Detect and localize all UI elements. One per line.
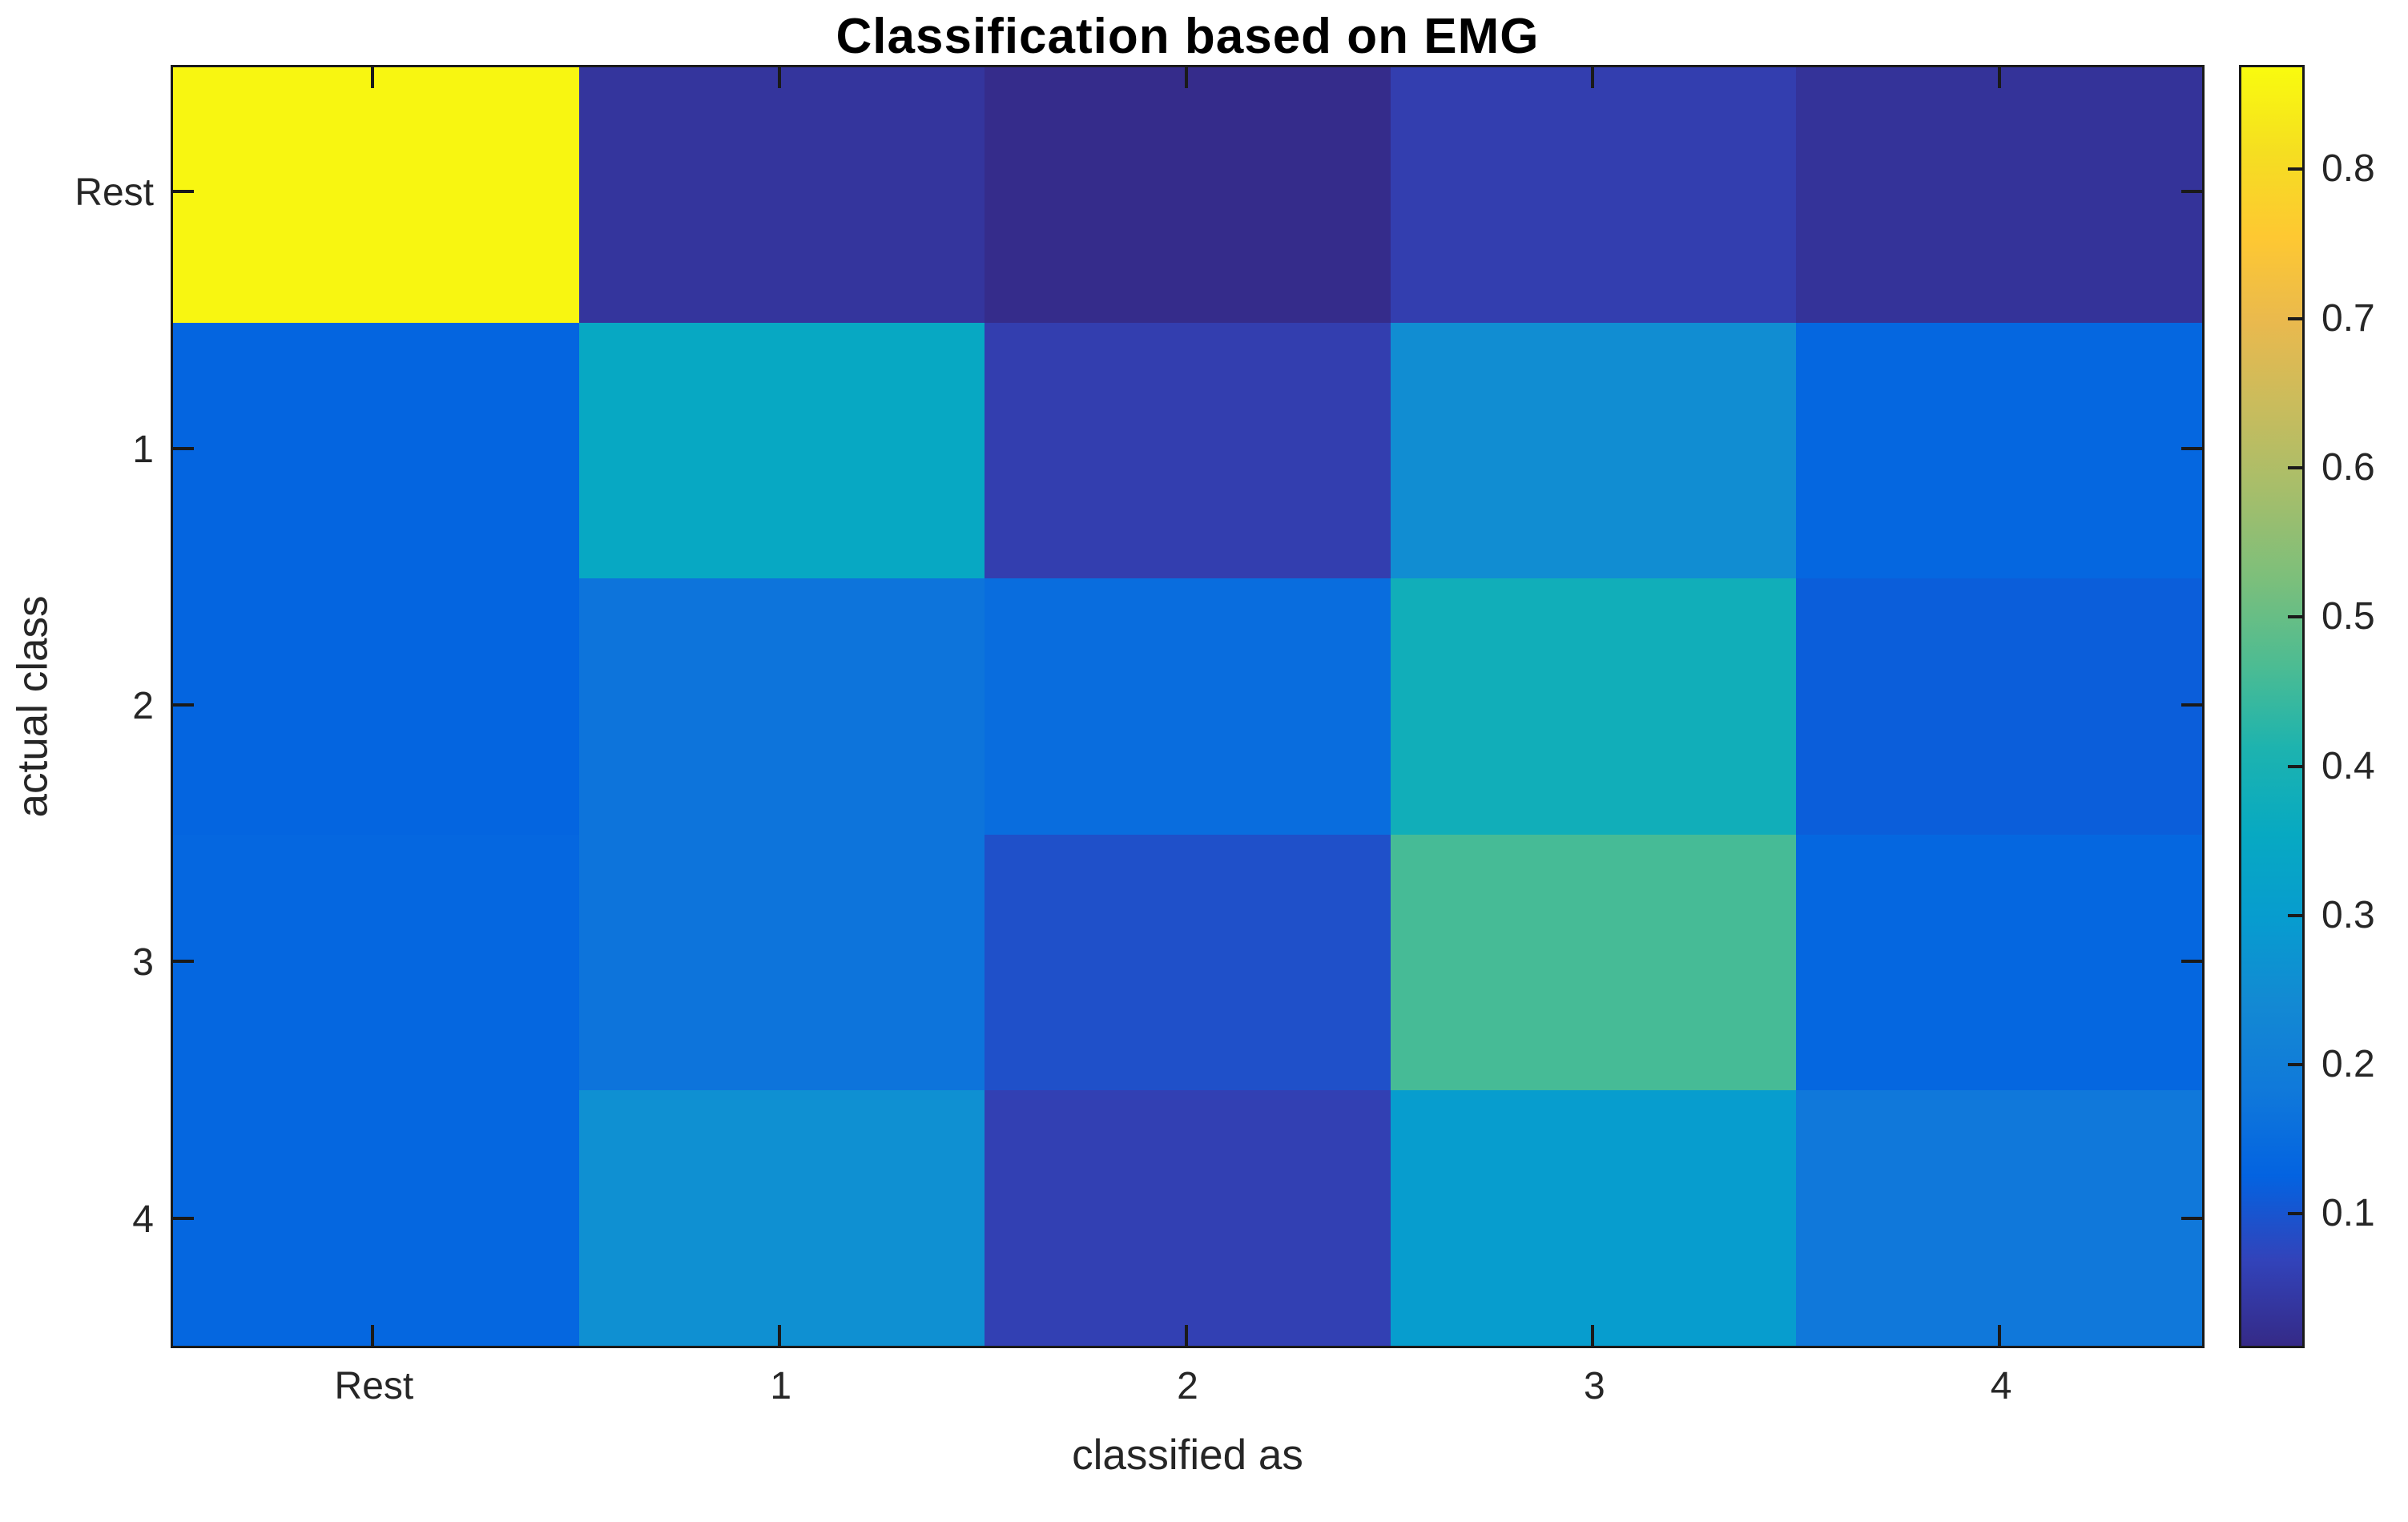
colorbar-tick <box>2288 1063 2302 1067</box>
y-tick-label: 3 <box>132 941 154 984</box>
axis-tick <box>1998 67 2001 88</box>
colorbar-tick-label: 0.8 <box>2321 147 2375 191</box>
colorbar-tick-label: 0.6 <box>2321 445 2375 489</box>
axis-tick <box>371 67 374 88</box>
heatmap-cell <box>985 67 1391 324</box>
heatmap-cell <box>985 1089 1391 1346</box>
axis-tick <box>173 1217 194 1220</box>
axis-tick <box>778 67 781 88</box>
axis-tick <box>2181 190 2202 193</box>
colorbar-tick-label: 0.1 <box>2321 1192 2375 1235</box>
heatmap-cell <box>578 323 985 579</box>
heatmap-cell <box>578 578 985 835</box>
heatmap-cell <box>173 834 579 1090</box>
x-tick-label: 1 <box>770 1365 792 1407</box>
heatmap-cell <box>173 323 579 579</box>
heatmap-cell <box>1390 1089 1797 1346</box>
axis-tick <box>173 447 194 450</box>
heatmap-plot <box>171 65 2205 1348</box>
heatmap-cell <box>1390 578 1797 835</box>
axis-tick <box>1998 1325 2001 1346</box>
axis-tick <box>778 1325 781 1346</box>
heatmap-cell <box>985 323 1391 579</box>
colorbar-tick <box>2288 316 2302 320</box>
heatmap-cell <box>985 578 1391 835</box>
x-axis-label: classified as <box>1072 1431 1303 1479</box>
heatmap-cell <box>985 834 1391 1090</box>
heatmap-cell <box>1796 1089 2202 1346</box>
colorbar-tick <box>2288 167 2302 171</box>
heatmap-cell <box>578 67 985 324</box>
colorbar-tick <box>2288 465 2302 469</box>
axis-tick <box>1591 1325 1594 1346</box>
colorbar-tick-label: 0.7 <box>2321 296 2375 340</box>
colorbar-tick-label: 0.5 <box>2321 595 2375 638</box>
y-tick-label: 1 <box>132 428 154 471</box>
x-tick-label: 4 <box>1990 1365 2012 1407</box>
colorbar-tick-label: 0.4 <box>2321 744 2375 787</box>
axis-tick <box>1591 67 1594 88</box>
x-tick-label: 2 <box>1177 1365 1198 1407</box>
heatmap-cell <box>173 67 579 324</box>
axis-tick <box>1185 67 1188 88</box>
y-tick-label: Rest <box>74 171 154 215</box>
axis-tick <box>2181 703 2202 707</box>
colorbar-tick <box>2288 1212 2302 1216</box>
heatmap-cell <box>1796 578 2202 835</box>
axis-tick <box>1185 1325 1188 1346</box>
axis-tick <box>371 1325 374 1346</box>
heatmap-cell <box>1796 834 2202 1090</box>
colorbar-tick <box>2288 764 2302 768</box>
colorbar-tick-label: 0.3 <box>2321 893 2375 936</box>
heatmap-cell <box>578 834 985 1090</box>
colorbar-tick <box>2288 913 2302 917</box>
axis-tick <box>2181 1217 2202 1220</box>
chart-title: Classification based on EMG <box>836 9 1540 64</box>
axis-tick <box>2181 447 2202 450</box>
heatmap-cell <box>1796 323 2202 579</box>
axis-tick <box>173 190 194 193</box>
heatmap-cell <box>1796 67 2202 324</box>
x-tick-label: Rest <box>334 1365 414 1407</box>
heatmap-cell <box>1390 67 1797 324</box>
colorbar-tick-label: 0.2 <box>2321 1043 2375 1086</box>
heatmap-cell <box>173 578 579 835</box>
colorbar-tick <box>2288 615 2302 619</box>
axis-tick <box>173 960 194 963</box>
colorbar-gradient <box>2241 67 2302 1346</box>
axis-tick <box>173 703 194 707</box>
heatmap-cell <box>1390 834 1797 1090</box>
colorbar <box>2239 65 2305 1348</box>
axis-tick <box>2181 960 2202 963</box>
heatmap-cell <box>173 1089 579 1346</box>
heatmap-cell <box>578 1089 985 1346</box>
x-tick-label: 3 <box>1583 1365 1605 1407</box>
y-tick-label: 2 <box>132 685 154 727</box>
heatmap-cell <box>1390 323 1797 579</box>
y-tick-label: 4 <box>132 1198 154 1241</box>
